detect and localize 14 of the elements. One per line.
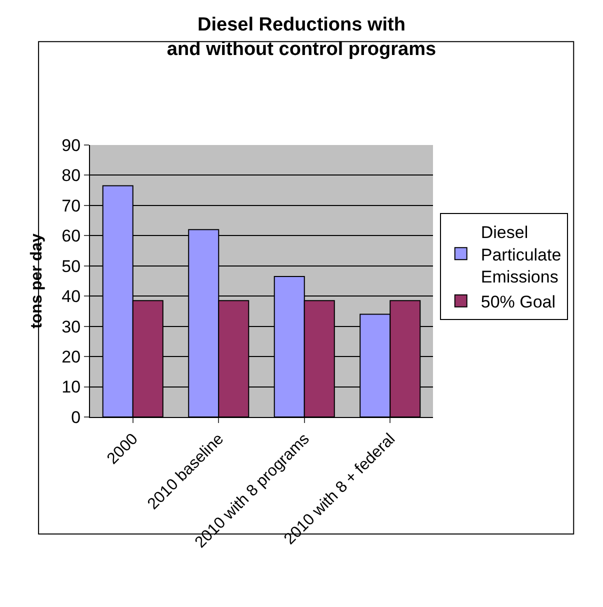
y-tick-label: 80 bbox=[62, 166, 81, 186]
legend-label: 50% Goal bbox=[480, 292, 556, 312]
y-tick-label: 10 bbox=[62, 378, 81, 397]
y-tick-label: 60 bbox=[62, 226, 81, 246]
y-tick-label: 90 bbox=[62, 136, 81, 155]
y-tick-label: 0 bbox=[71, 408, 81, 427]
legend-label: Diesel Particulate Emissions bbox=[480, 223, 562, 286]
y-tick-label: 20 bbox=[62, 348, 81, 367]
y-tick-label: 40 bbox=[62, 287, 81, 306]
y-tick-label: 50 bbox=[62, 256, 81, 276]
chart-title: Diesel Reductions with and without control programs bbox=[166, 14, 436, 60]
y-tick-label: 30 bbox=[62, 317, 81, 336]
y-axis-title: tons per day bbox=[28, 233, 46, 329]
y-tick-label: 70 bbox=[62, 196, 81, 216]
